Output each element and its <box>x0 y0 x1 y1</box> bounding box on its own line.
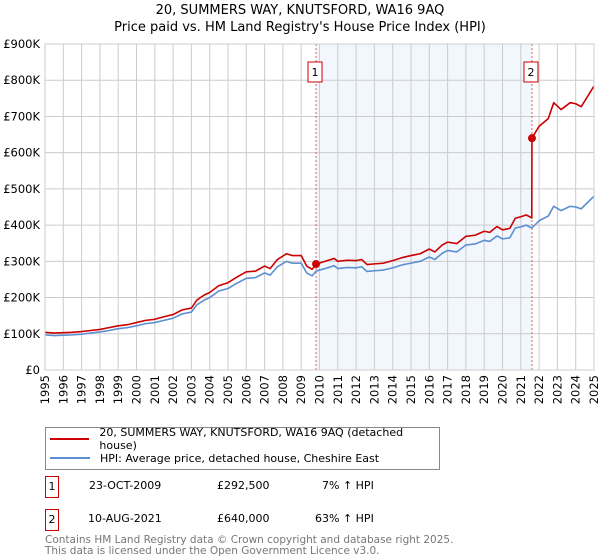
y-tick-label: £700K <box>3 109 40 123</box>
legend-label-property: 20, SUMMERS WAY, KNUTSFORD, WA16 9AQ (de… <box>99 426 404 452</box>
sale-row-1: 1 23-OCT-2009 £292,500 7% ↑ HPI <box>45 476 465 498</box>
licence-text: This data is licensed under the Open Gov… <box>45 545 380 557</box>
x-tick-label: 2020 <box>496 375 510 404</box>
x-tick-label: 2002 <box>166 375 180 404</box>
shaded-ownership-period <box>316 44 532 370</box>
footer: Contains HM Land Registry data © Crown c… <box>45 535 453 557</box>
x-tick-label: 2007 <box>258 375 272 404</box>
sale-point <box>312 260 321 269</box>
x-tick-label: 2024 <box>569 375 583 404</box>
x-tick-label: 2001 <box>148 375 162 404</box>
sale-row-2: 2 10-AUG-2021 £640,000 63% ↑ HPI <box>45 509 465 531</box>
x-tick-label: 1997 <box>75 375 89 404</box>
x-tick-label: 2006 <box>239 375 253 404</box>
x-tick-label: 2025 <box>587 375 600 404</box>
x-tick-label: 1996 <box>56 375 70 404</box>
y-tick-label: £200K <box>3 291 40 305</box>
x-tick-label: 2005 <box>221 375 235 404</box>
x-tick-label: 2012 <box>349 375 363 404</box>
chart-title: 20, SUMMERS WAY, KNUTSFORD, WA16 9AQ <box>155 3 445 18</box>
sale-price: £292,500 <box>217 479 270 492</box>
sale-badge: 1 <box>45 476 59 498</box>
y-tick-label: £300K <box>3 254 40 268</box>
x-tick-label: 2000 <box>130 375 144 404</box>
y-tick-label: £500K <box>3 182 40 196</box>
x-tick-label: 2008 <box>276 375 290 404</box>
x-tick-label: 2004 <box>203 375 217 404</box>
x-tick-label: 2015 <box>404 375 418 404</box>
red-line-swatch <box>50 438 90 440</box>
sale-badge: 2 <box>45 509 59 531</box>
y-tick-label: £100K <box>3 327 40 341</box>
price-chart: 1995 1996 1997 1998 1999 2000 2001 2002 2003 2004… <box>3 37 600 404</box>
x-tick-label: 1998 <box>93 375 107 404</box>
y-tick-label: £400K <box>3 218 40 232</box>
x-tick-label: 2011 <box>331 375 345 404</box>
y-tick-label: £0 <box>25 363 40 377</box>
legend-item-property: 20, SUMMERS WAY, KNUTSFORD, WA16 9AQ (de… <box>50 426 439 452</box>
x-tick-label: 2014 <box>386 375 400 404</box>
x-tick-label: 2021 <box>514 375 528 404</box>
hpi-line <box>44 195 595 337</box>
sale-hpi-delta: 63% ↑ HPI <box>315 512 374 525</box>
copyright-text: Contains HM Land Registry data © Crown c… <box>45 534 454 546</box>
sale-marker-label: 1 <box>312 66 319 79</box>
y-tick-label: £900K <box>3 37 40 51</box>
x-tick-label: 2019 <box>477 375 491 404</box>
x-tick-label: 2018 <box>459 375 473 404</box>
x-tick-label: 2010 <box>313 375 327 404</box>
sale-date: 23-OCT-2009 <box>89 479 162 492</box>
x-tick-label: 2009 <box>294 375 308 404</box>
x-tick-label: 2017 <box>441 375 455 404</box>
x-tick-label: 2013 <box>367 375 381 404</box>
y-tick-label: £600K <box>3 146 40 160</box>
sale-hpi-delta: 7% ↑ HPI <box>322 479 374 492</box>
sale-point <box>527 134 536 143</box>
sale-price: £640,000 <box>217 512 270 525</box>
legend-item-hpi: HPI: Average price, detached house, Ches… <box>50 450 379 466</box>
x-tick-label: 1995 <box>38 375 52 404</box>
chart-subtitle: Price paid vs. HM Land Registry's House … <box>114 20 486 35</box>
property-price-line <box>44 85 595 334</box>
legend: 20, SUMMERS WAY, KNUTSFORD, WA16 9AQ (de… <box>45 426 440 470</box>
legend-label-hpi: HPI: Average price, detached house, Ches… <box>100 451 380 465</box>
x-tick-label: 2023 <box>550 375 564 404</box>
x-tick-label: 2016 <box>422 375 436 404</box>
sale-marker-label: 2 <box>527 66 534 79</box>
sale-marker-box <box>523 61 539 83</box>
sale-date: 10-AUG-2021 <box>88 512 162 525</box>
plot-frame <box>44 43 595 371</box>
blue-line-swatch <box>50 457 90 459</box>
x-tick-label: 1999 <box>111 375 125 404</box>
sale-marker-box <box>307 61 323 83</box>
x-tick-label: 2022 <box>532 375 546 404</box>
y-tick-label: £800K <box>3 73 40 87</box>
x-tick-label: 2003 <box>184 375 198 404</box>
